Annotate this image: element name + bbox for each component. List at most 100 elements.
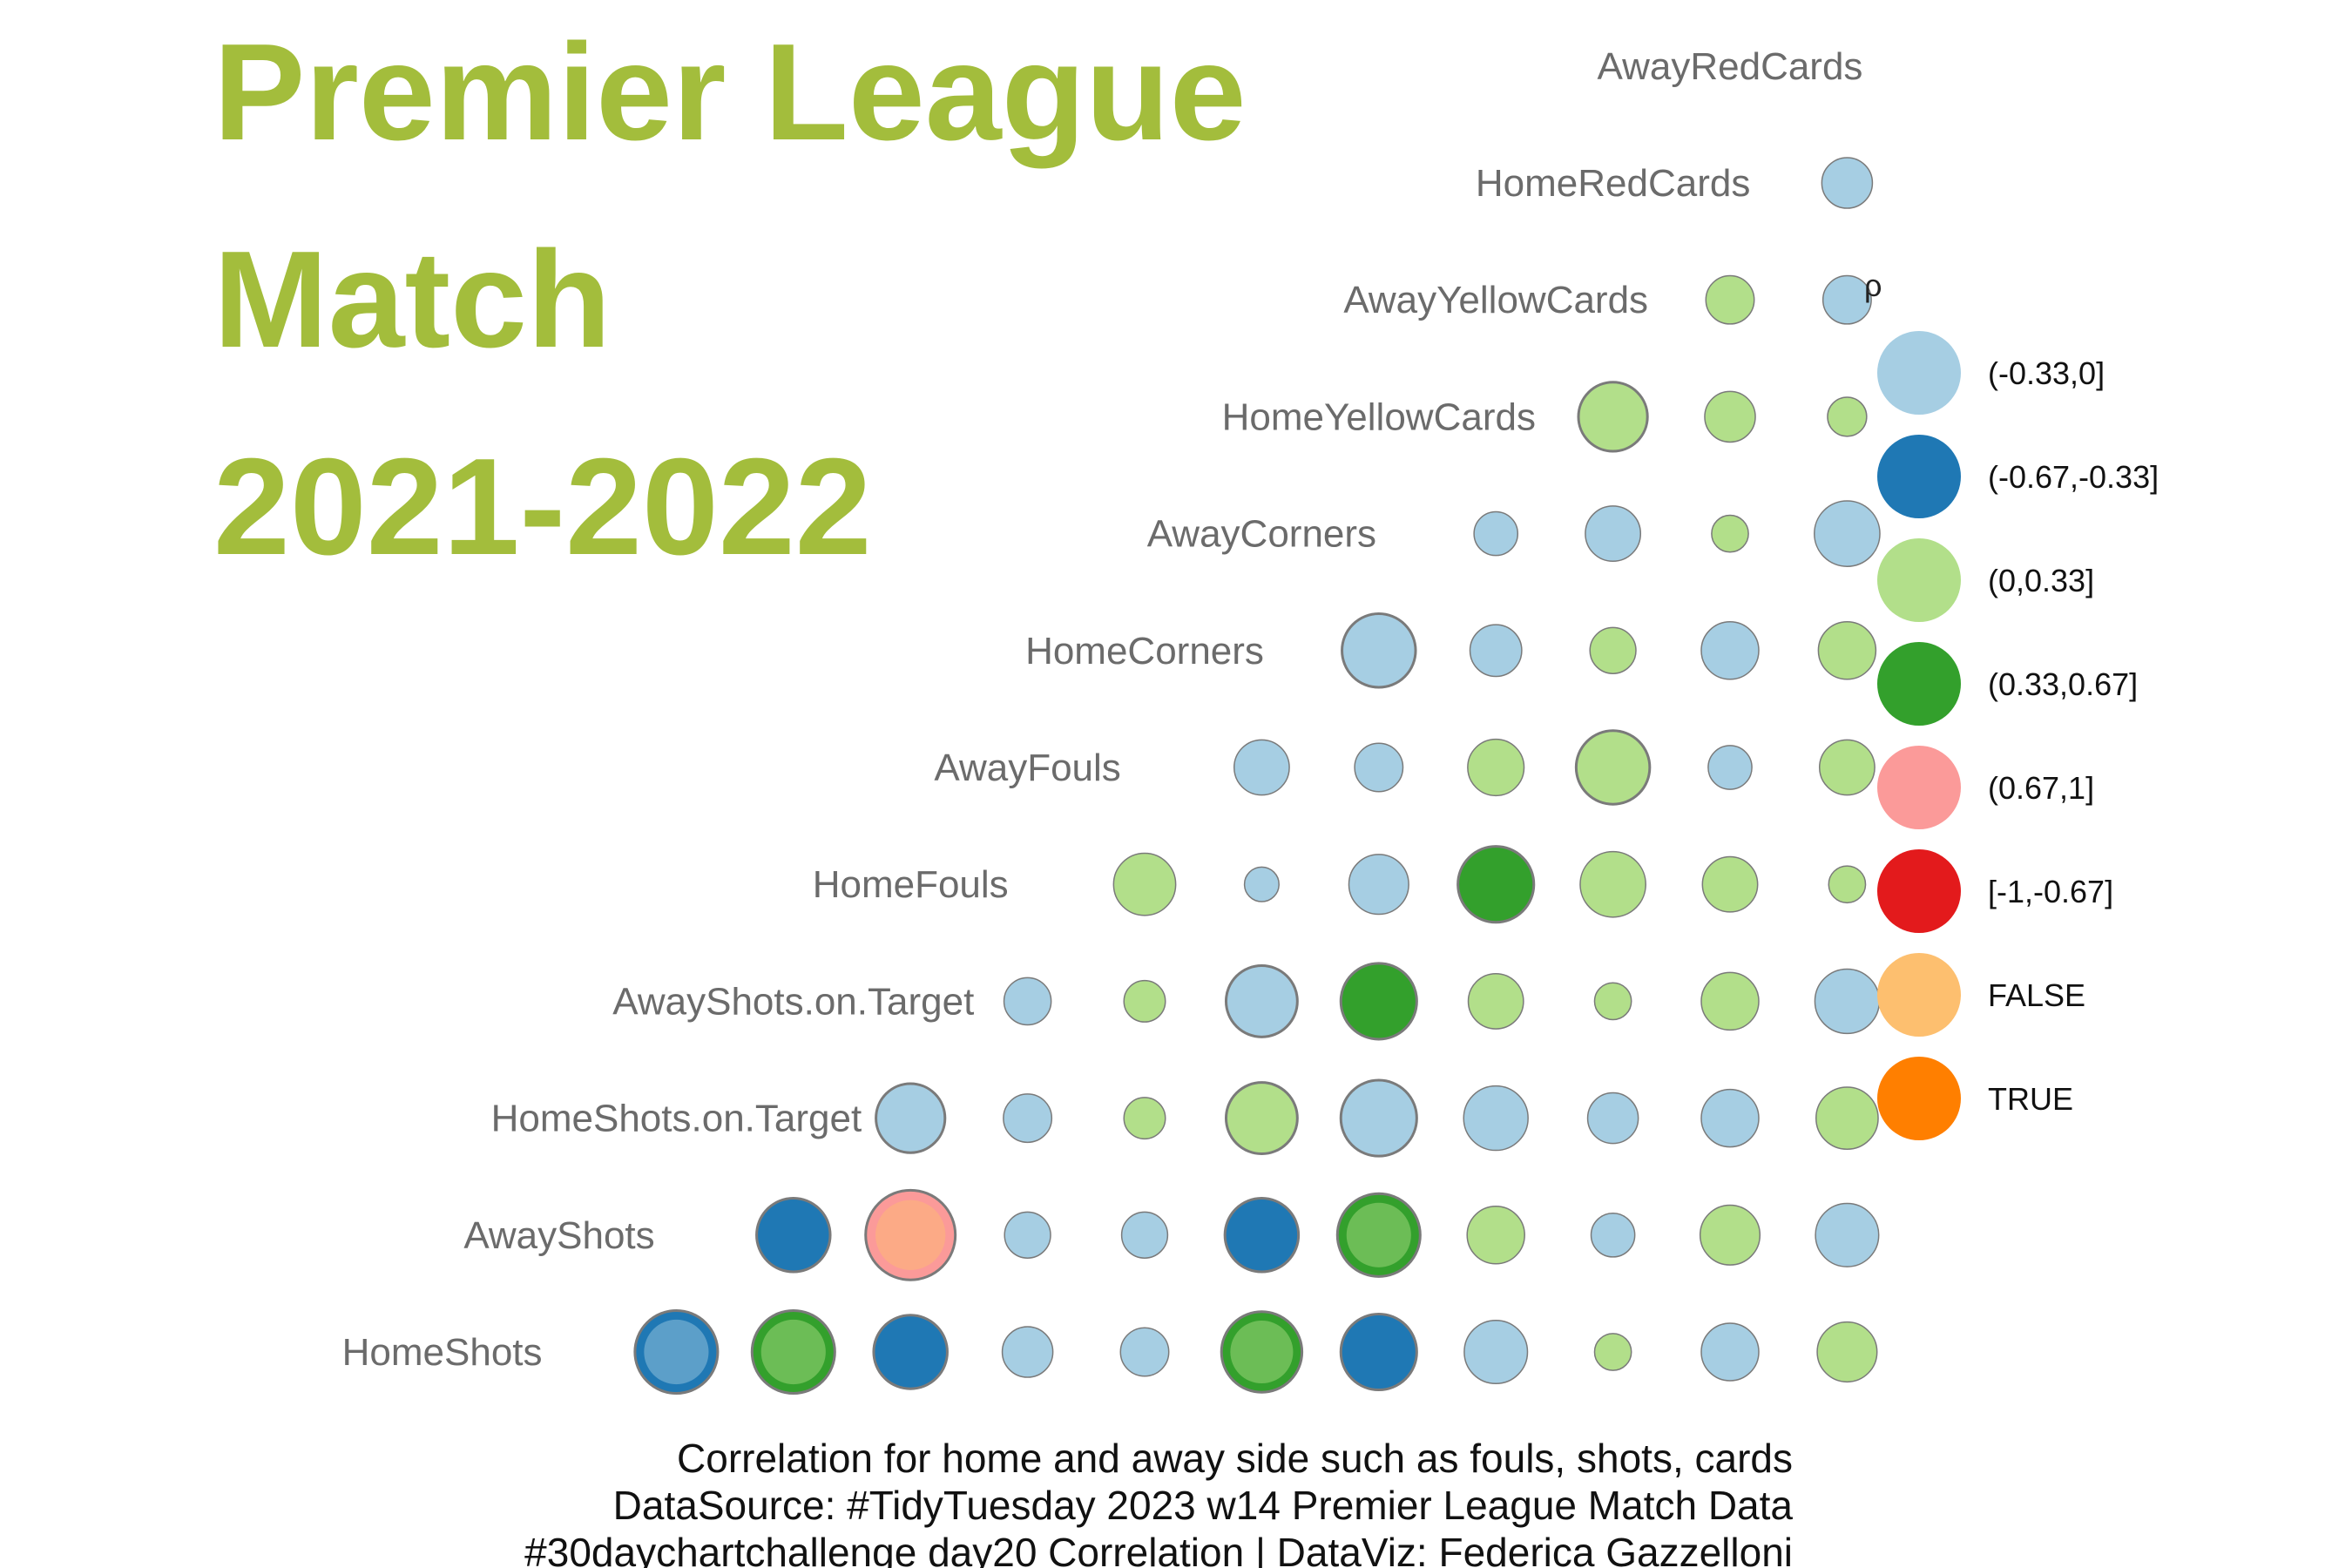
correlation-bubble bbox=[1815, 1202, 1880, 1267]
correlation-bubble bbox=[1701, 855, 1759, 913]
significance-overlay bbox=[760, 1319, 826, 1385]
legend-label: (-0.67,-0.33] bbox=[1988, 459, 2159, 495]
correlation-bubble bbox=[1469, 624, 1523, 678]
correlation-bubble bbox=[864, 1188, 957, 1281]
legend-key bbox=[1877, 435, 1961, 518]
correlation-bubble bbox=[1335, 1192, 1422, 1278]
correlation-bubble bbox=[1003, 977, 1052, 1026]
correlation-bubble bbox=[1123, 979, 1166, 1023]
legend-key bbox=[1877, 953, 1961, 1037]
correlation-bubble bbox=[1003, 1093, 1053, 1144]
variable-label: HomeYellowCards bbox=[1222, 395, 1536, 438]
variable-label: AwayYellowCards bbox=[1343, 279, 1648, 321]
legend-label: TRUE bbox=[1988, 1081, 2073, 1117]
correlation-bubble bbox=[1004, 1211, 1051, 1259]
correlation-bubble bbox=[1220, 1310, 1304, 1394]
correlation-bubble bbox=[1699, 1204, 1761, 1266]
correlation-bubble bbox=[633, 1308, 720, 1396]
variable-labels: HomeShots AwayShots HomeShots.on.Target Awa… bbox=[342, 45, 1863, 1374]
correlation-bubble bbox=[1473, 510, 1519, 557]
correlation-bubble bbox=[755, 1197, 832, 1274]
correlation-bubble bbox=[1001, 1326, 1054, 1378]
correlation-bubble bbox=[1339, 1312, 1418, 1392]
correlation-bubble bbox=[1120, 1211, 1169, 1259]
correlation-bubble bbox=[1821, 274, 1872, 325]
legend-key bbox=[1877, 1057, 1961, 1140]
significance-overlay bbox=[1346, 1202, 1411, 1267]
chart-title: Premier League Match 2021-2022 bbox=[213, 16, 1247, 584]
variable-label: AwayCorners bbox=[1147, 513, 1376, 556]
correlation-bubble bbox=[1466, 1206, 1525, 1265]
correlation-bubble bbox=[1586, 1092, 1639, 1145]
correlation-bubble bbox=[1589, 626, 1637, 674]
correlation-bubble bbox=[1467, 738, 1525, 797]
correlation-bubble bbox=[1817, 621, 1877, 680]
correlation-bubble bbox=[1119, 1327, 1170, 1377]
correlation-bubble bbox=[1590, 1212, 1636, 1258]
correlation-bubble bbox=[1814, 500, 1881, 567]
variable-label: AwayFouls bbox=[934, 747, 1120, 789]
correlation-bubble bbox=[1456, 845, 1536, 924]
correlation-bubble bbox=[1348, 854, 1409, 916]
title-line-1: Premier League bbox=[213, 16, 1247, 169]
correlation-bubble bbox=[1463, 1085, 1529, 1152]
correlation-bubble bbox=[1112, 852, 1177, 916]
variable-label: HomeCorners bbox=[1025, 630, 1264, 672]
legend-key bbox=[1877, 331, 1961, 415]
correlation-bubble bbox=[1585, 505, 1642, 563]
correlation-bubble bbox=[1711, 514, 1749, 553]
significance-overlay bbox=[875, 1200, 946, 1270]
correlation-bubble bbox=[1224, 1081, 1299, 1156]
caption: Correlation for home and away side such … bbox=[524, 1436, 1793, 1568]
variable-label: HomeShots.on.Target bbox=[491, 1098, 862, 1140]
correlation-bubble bbox=[750, 1308, 836, 1396]
correlation-bubble bbox=[1815, 1086, 1879, 1150]
significance-overlay bbox=[644, 1319, 709, 1385]
title-line-2: Match bbox=[213, 223, 612, 376]
variable-label: HomeFouls bbox=[813, 863, 1009, 906]
correlation-bubble bbox=[1339, 1078, 1418, 1158]
correlation-bubble bbox=[1828, 865, 1867, 904]
legend: ρ (-0.33,0] (-0.67,-0.33] (0,0.33] (0.33,0.… bbox=[1864, 267, 2159, 1140]
significance-overlay bbox=[1230, 1320, 1294, 1384]
correlation-bubble bbox=[1339, 962, 1418, 1041]
correlation-bubble bbox=[1224, 963, 1299, 1038]
correlation-bubble bbox=[1463, 1319, 1529, 1385]
variable-label: AwayRedCards bbox=[1598, 45, 1863, 88]
caption-line-2: DataSource: #TidyTuesday 2023 w14 Premie… bbox=[613, 1483, 1794, 1528]
correlation-bubble bbox=[1704, 390, 1756, 443]
legend-label: (0.33,0.67] bbox=[1988, 666, 2138, 702]
legend-label: FALSE bbox=[1988, 977, 2085, 1013]
variable-label: AwayShots bbox=[463, 1214, 654, 1257]
legend-label: (-0.33,0] bbox=[1988, 355, 2105, 391]
correlation-bubble bbox=[1579, 850, 1646, 918]
caption-line-3: #30daychartchallenge day20 Correlation |… bbox=[524, 1530, 1793, 1568]
variable-label: HomeRedCards bbox=[1476, 162, 1750, 205]
correlation-bubble bbox=[1577, 381, 1649, 453]
correlation-bubble bbox=[1814, 968, 1881, 1035]
legend-label: (0,0.33] bbox=[1988, 563, 2094, 598]
correlation-bubble bbox=[875, 1082, 947, 1154]
correlation-bubble bbox=[1123, 1097, 1166, 1140]
correlation-bubble bbox=[1233, 739, 1290, 796]
correlation-bubble bbox=[1700, 621, 1760, 680]
correlation-bubble bbox=[1223, 1197, 1301, 1274]
legend-key bbox=[1877, 746, 1961, 829]
correlation-bubble bbox=[1700, 1322, 1760, 1382]
legend-label: [-1,-0.67] bbox=[1988, 874, 2113, 909]
correlation-bubble bbox=[1818, 739, 1876, 796]
title-line-3: 2021-2022 bbox=[213, 430, 872, 584]
correlation-bubble bbox=[1827, 396, 1868, 437]
correlation-bubble bbox=[1593, 982, 1632, 1021]
correlation-bubble bbox=[1700, 1088, 1760, 1148]
correlation-bubble bbox=[1816, 1321, 1878, 1383]
correlation-bubble bbox=[1243, 866, 1280, 902]
correlation-bubble bbox=[1705, 274, 1755, 325]
legend-key bbox=[1877, 538, 1961, 622]
variable-label: AwayShots.on.Target bbox=[612, 980, 974, 1023]
correlation-bubble bbox=[1700, 971, 1760, 1031]
legend-label: (0.67,1] bbox=[1988, 770, 2094, 806]
correlation-bubbles bbox=[633, 157, 1881, 1396]
correlation-bubble bbox=[1341, 612, 1417, 689]
